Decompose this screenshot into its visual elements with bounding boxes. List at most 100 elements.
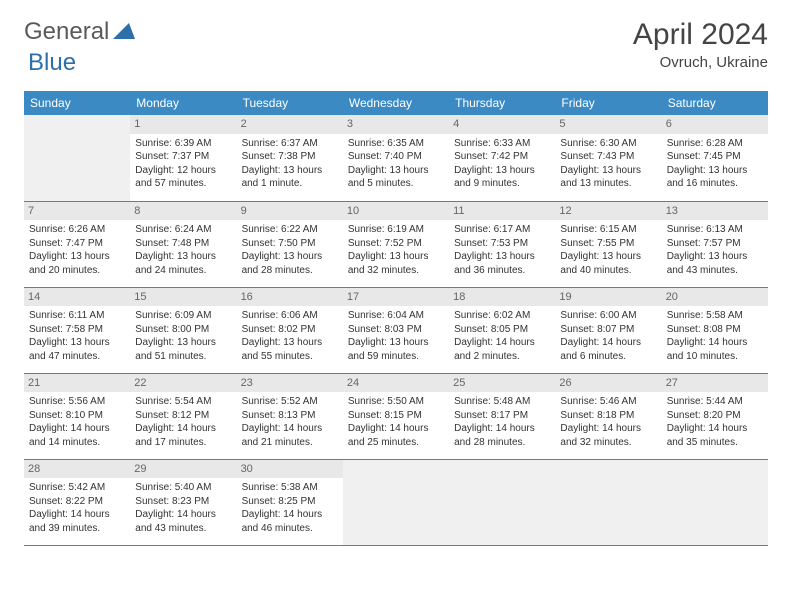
day-detail: Sunrise: 5:40 AMSunset: 8:23 PMDaylight:… bbox=[135, 481, 231, 535]
day-detail: Sunrise: 6:04 AMSunset: 8:03 PMDaylight:… bbox=[348, 309, 444, 363]
day-number: 11 bbox=[449, 202, 555, 221]
day-detail: Sunrise: 6:39 AMSunset: 7:37 PMDaylight:… bbox=[135, 137, 231, 191]
day-number: 2 bbox=[237, 115, 343, 134]
calendar-week-row: 1 Sunrise: 6:39 AMSunset: 7:37 PMDaylight… bbox=[24, 115, 768, 201]
day-detail: Sunrise: 6:30 AMSunset: 7:43 PMDaylight:… bbox=[560, 137, 656, 191]
day-cell: 3 Sunrise: 6:35 AMSunset: 7:40 PMDaylight… bbox=[343, 115, 449, 201]
day-cell: 2 Sunrise: 6:37 AMSunset: 7:38 PMDaylight… bbox=[237, 115, 343, 201]
day-detail: Sunrise: 6:33 AMSunset: 7:42 PMDaylight:… bbox=[454, 137, 550, 191]
day-detail: Sunrise: 6:02 AMSunset: 8:05 PMDaylight:… bbox=[454, 309, 550, 363]
day-number: 6 bbox=[662, 115, 768, 134]
day-detail: Sunrise: 6:13 AMSunset: 7:57 PMDaylight:… bbox=[667, 223, 763, 277]
day-detail: Sunrise: 5:42 AMSunset: 8:22 PMDaylight:… bbox=[29, 481, 125, 535]
logo-text-1: General bbox=[24, 18, 109, 46]
day-detail: Sunrise: 6:15 AMSunset: 7:55 PMDaylight:… bbox=[560, 223, 656, 277]
day-detail: Sunrise: 5:56 AMSunset: 8:10 PMDaylight:… bbox=[29, 395, 125, 449]
day-cell: 12 Sunrise: 6:15 AMSunset: 7:55 PMDayligh… bbox=[555, 201, 661, 287]
day-number: 7 bbox=[24, 202, 130, 221]
day-number: 20 bbox=[662, 288, 768, 307]
day-number: 29 bbox=[130, 460, 236, 479]
day-cell: 27 Sunrise: 5:44 AMSunset: 8:20 PMDayligh… bbox=[662, 373, 768, 459]
calendar-week-row: 21 Sunrise: 5:56 AMSunset: 8:10 PMDayligh… bbox=[24, 373, 768, 459]
day-number: 15 bbox=[130, 288, 236, 307]
day-number: 9 bbox=[237, 202, 343, 221]
day-detail: Sunrise: 6:37 AMSunset: 7:38 PMDaylight:… bbox=[242, 137, 338, 191]
day-cell: 8 Sunrise: 6:24 AMSunset: 7:48 PMDaylight… bbox=[130, 201, 236, 287]
location-label: Ovruch, Ukraine bbox=[633, 54, 768, 71]
day-detail: Sunrise: 5:48 AMSunset: 8:17 PMDaylight:… bbox=[454, 395, 550, 449]
day-cell: 7 Sunrise: 6:26 AMSunset: 7:47 PMDaylight… bbox=[24, 201, 130, 287]
day-detail: Sunrise: 6:00 AMSunset: 8:07 PMDaylight:… bbox=[560, 309, 656, 363]
day-cell: 30 Sunrise: 5:38 AMSunset: 8:25 PMDayligh… bbox=[237, 459, 343, 545]
day-number: 26 bbox=[555, 374, 661, 393]
day-number: 13 bbox=[662, 202, 768, 221]
day-cell: 15 Sunrise: 6:09 AMSunset: 8:00 PMDayligh… bbox=[130, 287, 236, 373]
day-number: 27 bbox=[662, 374, 768, 393]
day-header: Thursday bbox=[449, 91, 555, 115]
logo: General bbox=[24, 18, 139, 46]
day-header: Saturday bbox=[662, 91, 768, 115]
title-block: April 2024 Ovruch, Ukraine bbox=[633, 18, 768, 71]
day-detail: Sunrise: 6:35 AMSunset: 7:40 PMDaylight:… bbox=[348, 137, 444, 191]
day-number: 3 bbox=[343, 115, 449, 134]
day-cell: 29 Sunrise: 5:40 AMSunset: 8:23 PMDayligh… bbox=[130, 459, 236, 545]
calendar-body: 1 Sunrise: 6:39 AMSunset: 7:37 PMDaylight… bbox=[24, 115, 768, 545]
day-cell: 16Sunrise: 6:06 AMSunset: 8:02 PMDayligh… bbox=[237, 287, 343, 373]
day-number: 8 bbox=[130, 202, 236, 221]
day-number: 12 bbox=[555, 202, 661, 221]
day-cell: 9 Sunrise: 6:22 AMSunset: 7:50 PMDaylight… bbox=[237, 201, 343, 287]
day-cell: 11Sunrise: 6:17 AMSunset: 7:53 PMDayligh… bbox=[449, 201, 555, 287]
day-number: 1 bbox=[130, 115, 236, 134]
day-cell: 13 Sunrise: 6:13 AMSunset: 7:57 PMDayligh… bbox=[662, 201, 768, 287]
day-number: 24 bbox=[343, 374, 449, 393]
empty-cell bbox=[24, 115, 130, 201]
empty-cell bbox=[555, 459, 661, 545]
day-cell: 19 Sunrise: 6:00 AMSunset: 8:07 PMDayligh… bbox=[555, 287, 661, 373]
day-cell: 21 Sunrise: 5:56 AMSunset: 8:10 PMDayligh… bbox=[24, 373, 130, 459]
day-detail: Sunrise: 6:09 AMSunset: 8:00 PMDaylight:… bbox=[135, 309, 231, 363]
day-cell: 28 Sunrise: 5:42 AMSunset: 8:22 PMDayligh… bbox=[24, 459, 130, 545]
day-detail: Sunrise: 6:26 AMSunset: 7:47 PMDaylight:… bbox=[29, 223, 125, 277]
logo-triangle-icon bbox=[113, 18, 135, 46]
day-detail: Sunrise: 5:54 AMSunset: 8:12 PMDaylight:… bbox=[135, 395, 231, 449]
day-number: 10 bbox=[343, 202, 449, 221]
day-number: 17 bbox=[343, 288, 449, 307]
calendar-week-row: 14Sunrise: 6:11 AMSunset: 7:58 PMDayligh… bbox=[24, 287, 768, 373]
day-number: 18 bbox=[449, 288, 555, 307]
day-detail: Sunrise: 5:46 AMSunset: 8:18 PMDaylight:… bbox=[560, 395, 656, 449]
day-header: Monday bbox=[130, 91, 236, 115]
day-number: 19 bbox=[555, 288, 661, 307]
day-number: 25 bbox=[449, 374, 555, 393]
calendar-week-row: 7 Sunrise: 6:26 AMSunset: 7:47 PMDaylight… bbox=[24, 201, 768, 287]
day-detail: Sunrise: 6:11 AMSunset: 7:58 PMDaylight:… bbox=[29, 309, 125, 363]
calendar-header-row: SundayMondayTuesdayWednesdayThursdayFrid… bbox=[24, 91, 768, 115]
day-detail: Sunrise: 6:28 AMSunset: 7:45 PMDaylight:… bbox=[667, 137, 763, 191]
day-cell: 10 Sunrise: 6:19 AMSunset: 7:52 PMDayligh… bbox=[343, 201, 449, 287]
day-number: 21 bbox=[24, 374, 130, 393]
day-number: 28 bbox=[24, 460, 130, 479]
day-detail: Sunrise: 6:22 AMSunset: 7:50 PMDaylight:… bbox=[242, 223, 338, 277]
day-detail: Sunrise: 5:38 AMSunset: 8:25 PMDaylight:… bbox=[242, 481, 338, 535]
day-cell: 4Sunrise: 6:33 AMSunset: 7:42 PMDaylight… bbox=[449, 115, 555, 201]
day-number: 22 bbox=[130, 374, 236, 393]
day-header: Tuesday bbox=[237, 91, 343, 115]
day-header: Sunday bbox=[24, 91, 130, 115]
calendar-table: SundayMondayTuesdayWednesdayThursdayFrid… bbox=[24, 91, 768, 546]
empty-cell bbox=[449, 459, 555, 545]
day-cell: 17 Sunrise: 6:04 AMSunset: 8:03 PMDayligh… bbox=[343, 287, 449, 373]
day-cell: 1 Sunrise: 6:39 AMSunset: 7:37 PMDaylight… bbox=[130, 115, 236, 201]
day-detail: Sunrise: 6:19 AMSunset: 7:52 PMDaylight:… bbox=[348, 223, 444, 277]
calendar-week-row: 28 Sunrise: 5:42 AMSunset: 8:22 PMDayligh… bbox=[24, 459, 768, 545]
day-cell: 25 Sunrise: 5:48 AMSunset: 8:17 PMDayligh… bbox=[449, 373, 555, 459]
day-cell: 20 Sunrise: 5:58 AMSunset: 8:08 PMDayligh… bbox=[662, 287, 768, 373]
month-title: April 2024 bbox=[633, 18, 768, 52]
day-number: 30 bbox=[237, 460, 343, 479]
day-cell: 18 Sunrise: 6:02 AMSunset: 8:05 PMDayligh… bbox=[449, 287, 555, 373]
day-cell: 22 Sunrise: 5:54 AMSunset: 8:12 PMDayligh… bbox=[130, 373, 236, 459]
day-detail: Sunrise: 5:44 AMSunset: 8:20 PMDaylight:… bbox=[667, 395, 763, 449]
day-detail: Sunrise: 6:24 AMSunset: 7:48 PMDaylight:… bbox=[135, 223, 231, 277]
day-cell: 24Sunrise: 5:50 AMSunset: 8:15 PMDayligh… bbox=[343, 373, 449, 459]
day-cell: 23Sunrise: 5:52 AMSunset: 8:13 PMDayligh… bbox=[237, 373, 343, 459]
day-detail: Sunrise: 5:58 AMSunset: 8:08 PMDaylight:… bbox=[667, 309, 763, 363]
day-cell: 26 Sunrise: 5:46 AMSunset: 8:18 PMDayligh… bbox=[555, 373, 661, 459]
